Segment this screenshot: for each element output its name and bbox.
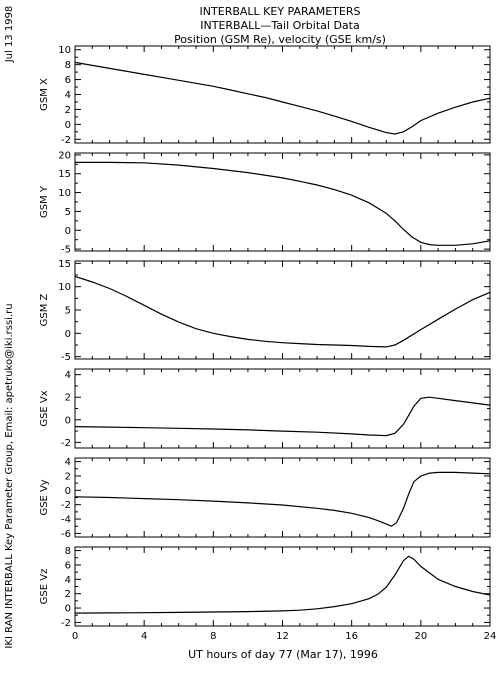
- y-tick-label: 10: [58, 188, 71, 199]
- series-line: [74, 396, 491, 437]
- x-tick-label: 12: [276, 631, 289, 642]
- y-tick-label: 0: [65, 120, 71, 131]
- y-tick-label: -2: [61, 438, 71, 449]
- x-tick-label: 0: [72, 631, 78, 642]
- y-tick-label: 20: [58, 150, 71, 161]
- y-tick-label: 4: [65, 370, 71, 381]
- y-tick-label: 0: [65, 486, 71, 497]
- y-tick-label: -6: [61, 529, 71, 540]
- y-tick-label: -2: [61, 135, 71, 146]
- series-line: [74, 471, 491, 527]
- y-tick-label: 5: [65, 306, 71, 317]
- date-label: Jul 13 1998: [4, 6, 15, 64]
- series-line: [74, 555, 491, 614]
- y-tick-label: 2: [65, 105, 71, 116]
- y-tick-label: 4: [65, 90, 71, 101]
- figure-title-3: Position (GSM Re), velocity (GSE km/s): [174, 33, 386, 46]
- y-tick-label: -4: [61, 515, 71, 526]
- y-tick-label: 2: [65, 589, 71, 600]
- y-tick-label: 2: [65, 471, 71, 482]
- series-line: [74, 275, 491, 348]
- y-tick-label: 2: [65, 393, 71, 404]
- y-tick-label: -2: [61, 500, 71, 511]
- y-axis-label: GSM X: [39, 78, 50, 111]
- y-tick-label: 10: [58, 282, 71, 293]
- y-axis-label: GSE Vz: [39, 569, 50, 605]
- y-axis-label: GSM Z: [39, 293, 50, 326]
- y-tick-label: -5: [61, 352, 71, 363]
- y-tick-label: 0: [65, 226, 71, 237]
- y-axis-label: GSE Vx: [39, 390, 50, 426]
- x-tick-label: 20: [414, 631, 427, 642]
- y-tick-label: 0: [65, 329, 71, 340]
- y-tick-label: -5: [61, 245, 71, 256]
- y-tick-label: 5: [65, 207, 71, 218]
- series-line: [74, 61, 491, 135]
- x-tick-label: 16: [345, 631, 358, 642]
- y-tick-label: 10: [58, 45, 71, 56]
- credit-label: IKI RAN INTERBALL Key Parameter Group, E…: [4, 303, 15, 648]
- y-axis-label: GSM Y: [39, 185, 50, 218]
- series-line: [75, 161, 491, 246]
- y-tick-label: -2: [61, 618, 71, 629]
- y-tick-label: 6: [65, 75, 71, 86]
- y-tick-label: 0: [65, 415, 71, 426]
- figure-title-1: INTERBALL KEY PARAMETERS: [200, 5, 361, 18]
- y-tick-label: 8: [65, 60, 71, 71]
- y-tick-label: 15: [58, 169, 71, 180]
- y-tick-label: 0: [65, 604, 71, 615]
- x-tick-label: 4: [141, 631, 147, 642]
- y-tick-label: 4: [65, 575, 71, 586]
- y-tick-label: 8: [65, 546, 71, 557]
- x-tick-label: 24: [484, 631, 497, 642]
- y-axis-label: GSE Vy: [39, 479, 50, 515]
- y-tick-label: 4: [65, 457, 71, 468]
- figure-title-2: INTERBALL—Tail Orbital Data: [200, 19, 359, 32]
- y-tick-label: 15: [58, 259, 71, 270]
- x-axis-label: UT hours of day 77 (Mar 17), 1996: [188, 648, 378, 661]
- y-tick-label: 6: [65, 560, 71, 571]
- x-tick-label: 8: [210, 631, 216, 642]
